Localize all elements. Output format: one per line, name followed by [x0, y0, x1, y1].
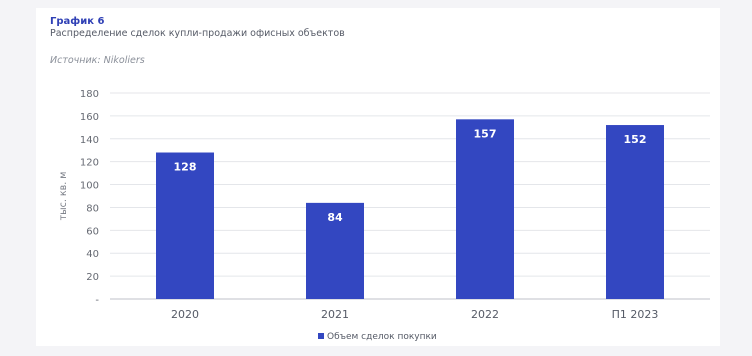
chart-subtitle: Распределение сделок купли-продажи офисн… [50, 28, 345, 39]
y-tick-label: 180 [80, 89, 99, 100]
y-tick-label: 140 [80, 135, 99, 146]
y-tick-label: 40 [86, 249, 99, 260]
data-label: 152 [624, 133, 647, 146]
y-axis-label: тыс. кв. м [58, 172, 69, 221]
chart-source: Источник: Nikoliers [50, 55, 145, 66]
y-tick-label: 60 [86, 226, 99, 237]
y-tick-label: - [95, 295, 99, 306]
y-tick-label: 100 [80, 181, 99, 192]
x-tick-label: 2021 [321, 308, 349, 321]
x-tick-label: П1 2023 [612, 308, 659, 321]
bar [606, 125, 664, 300]
legend-swatch [318, 333, 324, 339]
bar [306, 202, 364, 299]
y-tick-label: 160 [80, 112, 99, 123]
bar [456, 119, 514, 299]
data-label: 128 [174, 161, 197, 174]
x-tick-label: 2020 [171, 308, 199, 321]
x-tick-label: 2022 [471, 308, 499, 321]
data-label: 84 [327, 211, 343, 224]
y-tick-label: 20 [86, 272, 99, 283]
chart-title: График 6 [50, 16, 105, 27]
bar [156, 152, 214, 299]
data-label: 157 [474, 127, 497, 140]
y-tick-label: 120 [80, 158, 99, 169]
legend-label: Объем сделок покупки [327, 332, 437, 342]
y-tick-label: 80 [86, 203, 99, 214]
